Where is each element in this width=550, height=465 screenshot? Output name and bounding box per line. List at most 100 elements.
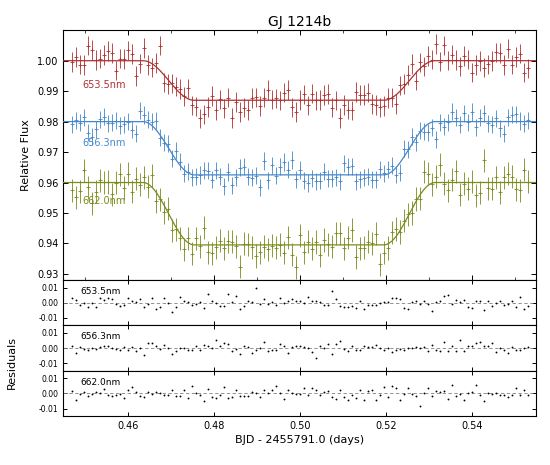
Point (435, 347, 444, 355)
Point (156, 303, 164, 310)
Point (487, 391, 496, 398)
Point (276, 390, 284, 397)
Point (339, 393, 348, 400)
Point (295, 390, 304, 398)
Point (348, 392, 356, 399)
Point (79, 345, 88, 352)
Point (267, 299, 276, 306)
Point (68, 387, 76, 395)
Point (327, 287, 336, 294)
Point (123, 294, 132, 302)
Point (419, 297, 428, 305)
Point (207, 393, 216, 401)
Point (283, 297, 292, 305)
Point (255, 300, 264, 307)
Point (211, 337, 220, 344)
Point (135, 392, 144, 400)
Point (355, 297, 364, 305)
Point (479, 306, 488, 314)
Point (232, 292, 240, 299)
Point (223, 291, 232, 298)
Point (239, 302, 248, 309)
Point (355, 386, 364, 394)
Point (131, 347, 140, 355)
Point (424, 347, 432, 355)
Point (364, 387, 372, 395)
Point (131, 389, 140, 396)
Point (399, 305, 408, 312)
Point (427, 307, 436, 315)
Point (219, 384, 228, 391)
Point (175, 293, 184, 300)
Point (375, 392, 384, 399)
Point (491, 389, 500, 397)
Point (343, 303, 352, 311)
Point (367, 301, 376, 308)
Point (292, 297, 300, 305)
Point (391, 294, 400, 301)
Point (72, 297, 80, 304)
Point (523, 302, 532, 310)
Point (375, 299, 384, 306)
Point (160, 341, 168, 349)
Point (487, 339, 496, 346)
Point (295, 343, 304, 350)
Point (151, 343, 160, 350)
Point (204, 385, 212, 393)
Point (307, 384, 316, 391)
Point (415, 300, 424, 308)
Point (271, 382, 280, 389)
Point (128, 297, 136, 305)
Point (87, 344, 96, 352)
Point (443, 395, 452, 403)
Point (91, 389, 100, 396)
Point (339, 303, 348, 311)
Point (304, 293, 312, 301)
Point (447, 381, 456, 389)
Point (295, 298, 304, 305)
Point (248, 388, 256, 396)
Point (239, 342, 248, 350)
Point (160, 391, 168, 399)
Point (156, 389, 164, 397)
Point (232, 386, 240, 394)
Point (200, 304, 208, 312)
Point (100, 385, 108, 393)
Point (227, 299, 236, 306)
Point (200, 397, 208, 405)
Point (103, 391, 112, 399)
Point (311, 297, 320, 305)
Point (144, 339, 152, 347)
Point (172, 347, 180, 355)
Point (156, 345, 164, 352)
Point (283, 349, 292, 356)
Point (471, 339, 480, 347)
Point (219, 303, 228, 310)
Point (271, 302, 280, 309)
Point (491, 348, 500, 356)
Point (403, 305, 412, 312)
Point (459, 396, 468, 404)
Point (163, 392, 172, 399)
Text: 656.3nm: 656.3nm (80, 332, 121, 341)
Point (123, 346, 132, 353)
Point (139, 394, 148, 401)
Point (515, 392, 524, 399)
Point (239, 392, 248, 399)
Point (327, 350, 336, 358)
Point (119, 344, 128, 351)
Point (191, 389, 200, 397)
Point (227, 347, 236, 354)
Point (151, 305, 160, 312)
Point (320, 388, 328, 396)
Point (391, 385, 400, 392)
Point (463, 343, 472, 350)
Point (163, 344, 172, 352)
Point (364, 343, 372, 351)
Point (160, 294, 168, 302)
Point (123, 387, 132, 394)
Point (435, 388, 444, 396)
Point (183, 346, 192, 353)
Point (144, 300, 152, 307)
Point (411, 298, 420, 305)
